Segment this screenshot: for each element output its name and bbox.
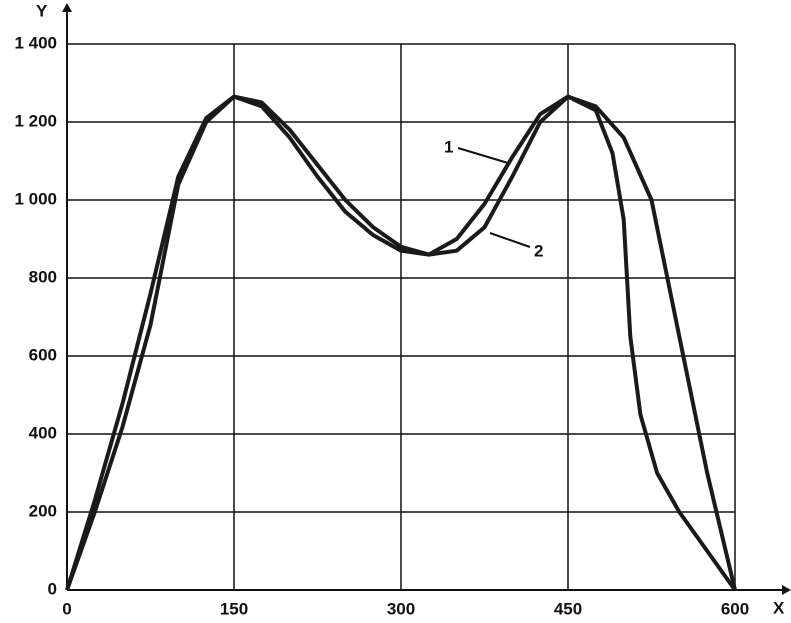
x-axis-label: X (773, 598, 785, 617)
y-tick-label: 800 (29, 267, 57, 286)
y-arrow (62, 3, 72, 12)
y-tick-label: 1 000 (14, 189, 57, 208)
annotation: 2 (534, 241, 543, 260)
x-arrow (782, 585, 791, 595)
annotation-arrow (489, 232, 531, 248)
line (65, 94, 737, 591)
line (65, 94, 737, 592)
y-tick-label: 400 (29, 423, 57, 442)
y-tick-label: 600 (29, 345, 57, 364)
x-tick-label: 0 (62, 599, 71, 618)
y-tick-label: 200 (29, 501, 57, 520)
x-tick-label: 300 (387, 599, 415, 618)
y-tick-label: 0 (48, 579, 57, 598)
annotation: 1 (444, 137, 453, 156)
x-tick-label: 600 (721, 599, 749, 618)
x-tick-label: 450 (554, 599, 582, 618)
x-tick-label: 150 (220, 599, 248, 618)
y-tick-label: 1 200 (14, 111, 57, 130)
y-axis-label: Y (36, 1, 48, 20)
y-tick-label: 1 400 (14, 33, 57, 52)
annotation-arrow (457, 147, 509, 164)
